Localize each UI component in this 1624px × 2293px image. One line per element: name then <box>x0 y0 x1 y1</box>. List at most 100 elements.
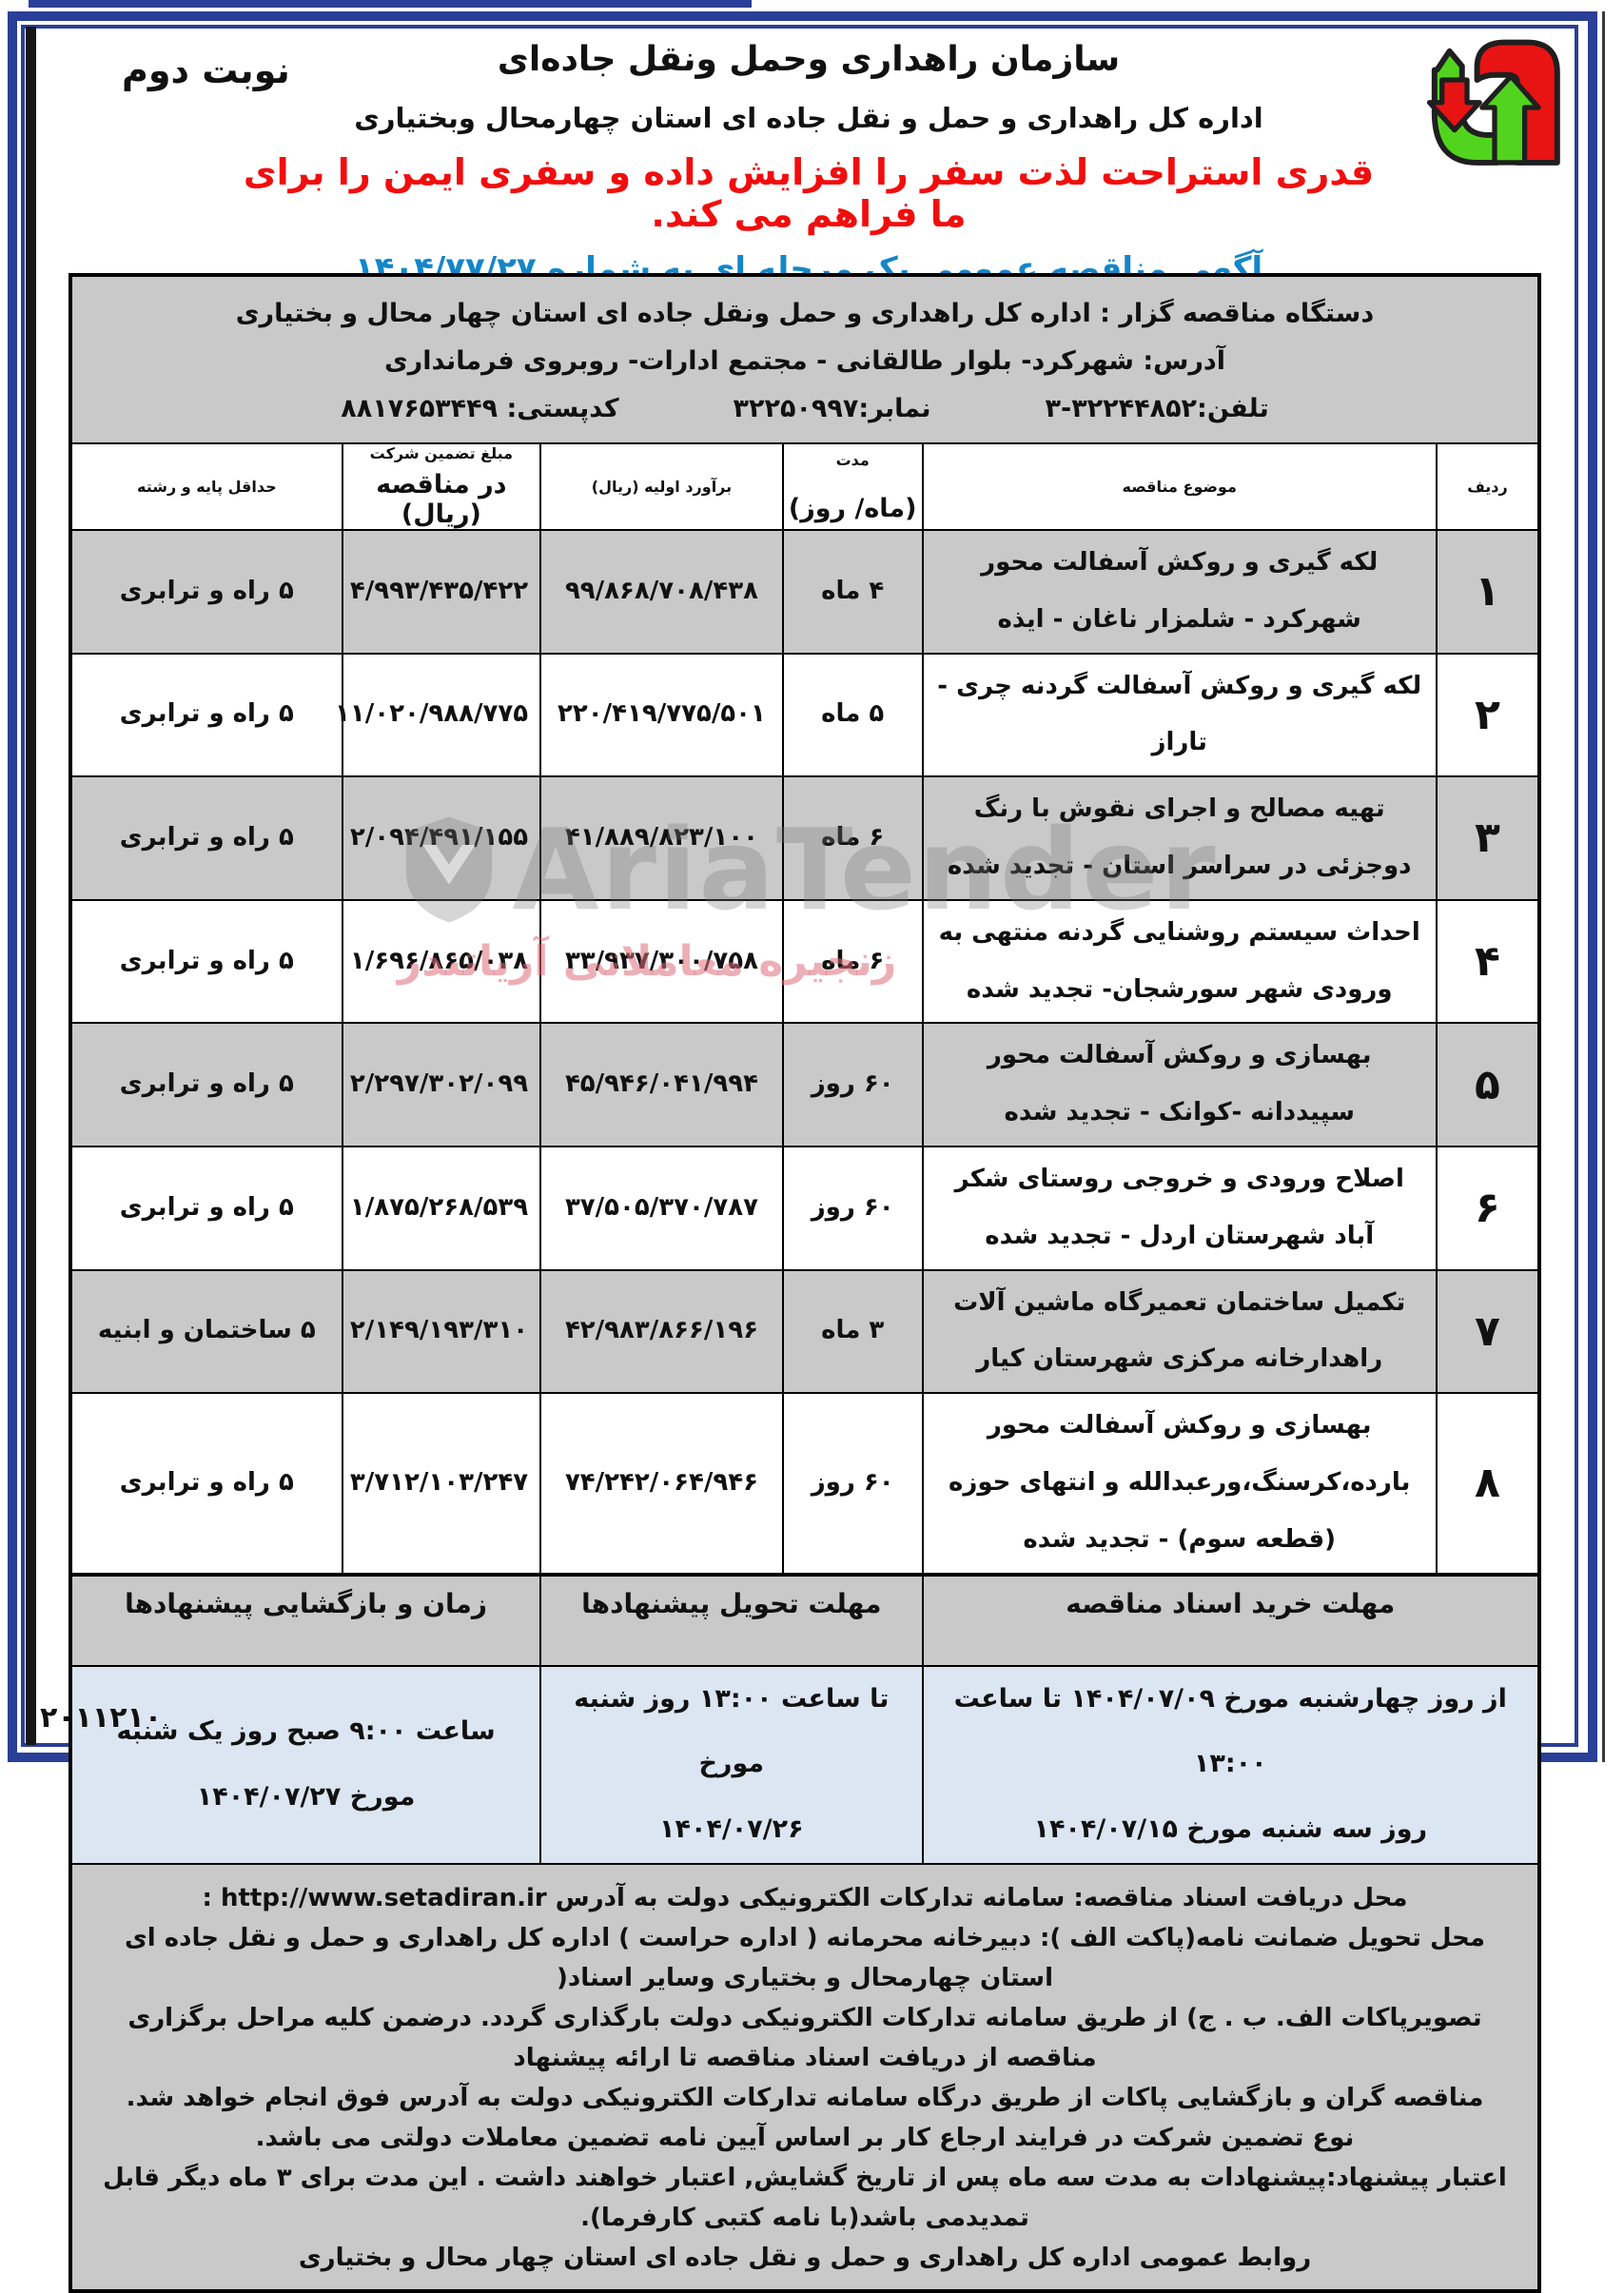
cell-estimate: ۷۴/۲۴۲/۰۶۴/۹۴۶ <box>539 1392 784 1576</box>
cell-row-number: ۷ <box>1435 1268 1541 1395</box>
note-line: تصویرپاکات الف. ب . ج) از طریق سامانه تد… <box>127 2004 1482 2073</box>
rmto-logo-icon <box>1419 36 1570 179</box>
column-header-guarantee: مبلغ تضمین شرکت در مناقصه (ریال) <box>341 442 542 531</box>
purchase-deadline-value: از روز چهارشنبه مورخ ۱۴۰۴/۰۷/۰۹ تا ساعت … <box>921 1664 1541 1866</box>
cell-base-grade: ۵ راه و ترابری <box>69 1392 343 1576</box>
cell-row-number: ۶ <box>1435 1145 1541 1271</box>
cell-row-number: ۲ <box>1435 652 1541 778</box>
table-row: ۷ تکمیل ساختمان تعمیرگاه ماشین آلات راهد… <box>69 1268 1541 1395</box>
cell-subject: تکمیل ساختمان تعمیرگاه ماشین آلات راهدار… <box>921 1268 1438 1395</box>
cell-row-number: ۵ <box>1435 1022 1541 1147</box>
cell-base-grade: ۵ راه و ترابری <box>69 1022 343 1147</box>
table-row: ۵ بهسازی و روکش آسفالت محور سپیددانه -کو… <box>69 1022 1541 1147</box>
deadlines-header-row: مهلت خرید اسناد مناقصه مهلت تحویل پیشنها… <box>68 1572 1541 1667</box>
table-row: ۳ تهیه مصالح و اجرای نقوش با رنگ دوجزئی … <box>69 775 1541 901</box>
cell-duration: ۶۰ روز <box>781 1145 924 1271</box>
agency-phone: تلفن:۳۲۲۴۴۸۵۲-۳ <box>1045 394 1269 423</box>
deadlines-value-row: از روز چهارشنبه مورخ ۱۴۰۴/۰۷/۰۹ تا ساعت … <box>68 1664 1541 1866</box>
note-line: نوع تضمین شرکت در فرایند ارجاع کار بر اس… <box>255 2124 1355 2153</box>
cell-subject: بهسازی و روکش آسفالت محور سپیددانه -کوان… <box>921 1022 1438 1147</box>
cell-guarantee: ۲/۱۴۹/۱۹۳/۳۱۰ <box>341 1268 542 1395</box>
guarantee-header-sub: در مناقصه (ریال) <box>376 470 507 529</box>
cell-estimate: ۹۹/۸۶۸/۷۰۸/۴۳۸ <box>539 529 784 655</box>
cell-subject: اصلاح ورودی و خروجی روستای شکر آباد شهرس… <box>921 1145 1438 1271</box>
cell-guarantee: ۲/۲۹۷/۳۰۲/۰۹۹ <box>341 1022 542 1147</box>
opening-time-line1: ساعت ۹:۰۰ صبح روز یک شنبه <box>116 1715 496 1746</box>
note-line: محل دریافت اسناد مناقصه: سامانه تدارکات … <box>202 1884 1408 1913</box>
table-row: ۴ احداث سیستم روشنایی گردنه منتهی به ورو… <box>69 898 1541 1025</box>
cell-duration: ۶۰ روز <box>781 1392 924 1576</box>
cell-base-grade: ۵ راه و ترابری <box>69 529 343 655</box>
cell-duration: ۶۰ روز <box>781 1022 924 1147</box>
table-header-row: ردیف موضوع مناقصه مدت (ماه/ روز) برآورد … <box>69 442 1541 531</box>
tender-document: دستگاه مناقصه گزار : اداره کل راهداری و … <box>68 273 1541 2293</box>
cell-estimate: ۴۵/۹۴۶/۰۴۱/۹۹۴ <box>539 1022 784 1147</box>
duration-header-main: مدت <box>835 450 870 469</box>
delivery-deadline-line1: تا ساعت ۱۳:۰۰ روز شنبه مورخ <box>574 1683 890 1779</box>
header-block: سازمان راهداری وحمل ونقل جاده‌ای اداره ک… <box>238 0 1379 288</box>
note-line: اعتبار پیشنهاد:پیشنهادات به مدت سه ماه پ… <box>103 2164 1507 2233</box>
agency-postal: کدپستی: ۸۸۱۷۶۵۳۴۴۹ <box>341 394 619 423</box>
top-edge-strip <box>29 0 752 8</box>
agency-info-box: دستگاه مناقصه گزار : اداره کل راهداری و … <box>69 274 1540 444</box>
cell-estimate: ۴۱/۸۸۹/۸۲۳/۱۰۰ <box>539 775 784 901</box>
right-hairline <box>1602 11 1605 1762</box>
cell-base-grade: ۵ راه و ترابری <box>69 775 343 901</box>
table-row: ۱ لکه گیری و روکش آسفالت محور شهرکرد - ش… <box>69 529 1541 655</box>
org-title: سازمان راهداری وحمل ونقل جاده‌ای <box>497 40 1121 79</box>
notes-box: محل دریافت اسناد مناقصه: سامانه تدارکات … <box>69 1863 1540 2293</box>
table-row: ۸ بهسازی و روکش آسفالت محور بارده،کرسنگ،… <box>69 1392 1541 1576</box>
cell-guarantee: ۱۱/۰۲۰/۹۸۸/۷۷۵ <box>335 652 542 778</box>
cell-subject: لکه گیری و روکش آسفالت محور شهرکرد - شلم… <box>921 529 1438 655</box>
duration-header-sub: (ماه/ روز) <box>788 493 917 523</box>
cell-duration: ۳ ماه <box>781 1268 924 1395</box>
cell-estimate: ۲۲۰/۴۱۹/۷۷۵/۵۰۱ <box>539 652 784 778</box>
opening-time-header: زمان و بازگشایی پیشنهادها <box>68 1572 542 1667</box>
cell-guarantee: ۱/۶۹۶/۸۶۵/۰۳۸ <box>341 898 542 1025</box>
note-line: محل تحویل ضمانت نامه(پاکت الف ): دبیرخان… <box>124 1924 1486 1993</box>
ad-code: ۲۰۱۱۲۱۰ <box>40 1701 163 1734</box>
cell-base-grade: ۵ راه و ترابری <box>69 898 343 1025</box>
cell-base-grade: ۵ راه و ترابری <box>69 1145 343 1271</box>
cell-row-number: ۸ <box>1435 1392 1541 1576</box>
cell-duration: ۵ ماه <box>781 652 924 778</box>
column-header-base-grade: حداقل پایه و رشته <box>69 442 343 531</box>
cell-estimate: ۴۲/۹۸۳/۸۶۶/۱۹۶ <box>539 1268 784 1395</box>
cell-subject: بهسازی و روکش آسفالت محور بارده،کرسنگ،ور… <box>921 1392 1438 1576</box>
cell-base-grade: ۵ راه و ترابری <box>69 652 343 778</box>
cell-guarantee: ۱/۸۷۵/۲۶۸/۵۳۹ <box>341 1145 542 1271</box>
column-header-subject: موضوع مناقصه <box>921 442 1438 531</box>
column-header-row-number: ردیف <box>1435 442 1541 531</box>
purchase-deadline-header: مهلت خرید اسناد مناقصه <box>921 1572 1541 1667</box>
left-black-rule <box>26 27 36 1745</box>
purchase-deadline-line2: روز سه شنبه مورخ ۱۴۰۴/۰۷/۱۵ <box>1033 1814 1428 1845</box>
cell-guarantee: ۴/۹۹۳/۴۳۵/۴۲۲ <box>341 529 542 655</box>
notes-row: محل دریافت اسناد مناقصه: سامانه تدارکات … <box>69 1863 1540 2293</box>
delivery-deadline-line2: ۱۴۰۴/۰۷/۲۶ <box>659 1814 804 1845</box>
cell-estimate: ۳۷/۵۰۵/۳۷۰/۷۸۷ <box>539 1145 784 1271</box>
opening-time-line2: مورخ ۱۴۰۴/۰۷/۲۷ <box>196 1781 416 1812</box>
opening-time-value: ساعت ۹:۰۰ صبح روز یک شنبه مورخ ۱۴۰۴/۰۷/۲… <box>68 1664 542 1866</box>
cell-subject: احداث سیستم روشنایی گردنه منتهی به ورودی… <box>921 898 1438 1025</box>
cell-estimate: ۳۳/۹۳۷/۳۰۰/۷۵۸ <box>539 898 784 1025</box>
cell-row-number: ۳ <box>1435 775 1541 901</box>
dept-title: اداره کل راهداری و حمل و نقل جاده ای است… <box>354 102 1263 134</box>
slogan-text: قدری استراحت لذت سفر را افزایش داده و سف… <box>243 151 1375 235</box>
delivery-deadline-header: مهلت تحویل پیشنهادها <box>539 1572 924 1667</box>
logo-red-down-arrow <box>1426 77 1482 133</box>
cell-row-number: ۴ <box>1435 898 1541 1025</box>
cell-subject: تهیه مصالح و اجرای نقوش با رنگ دوجزئی در… <box>921 775 1438 901</box>
agency-fax: نمابر:۳۲۲۵۰۹۹۷ <box>733 394 931 423</box>
agency-name: دستگاه مناقصه گزار : اداره کل راهداری و … <box>235 299 1375 328</box>
purchase-deadline-line1: از روز چهارشنبه مورخ ۱۴۰۴/۰۷/۰۹ تا ساعت … <box>953 1683 1507 1779</box>
cell-duration: ۶ ماه <box>781 775 924 901</box>
agency-info-row: دستگاه مناقصه گزار : اداره کل راهداری و … <box>69 274 1540 444</box>
tender-table: دستگاه مناقصه گزار : اداره کل راهداری و … <box>68 273 1541 2293</box>
cell-duration: ۶ ماه <box>781 898 924 1025</box>
note-line: روابط عمومی اداره کل راهداری و حمل و نقل… <box>298 2244 1312 2273</box>
cell-duration: ۴ ماه <box>781 529 924 655</box>
cell-guarantee: ۲/۰۹۴/۴۹۱/۱۵۵ <box>341 775 542 901</box>
column-header-duration: مدت (ماه/ روز) <box>781 442 924 531</box>
table-row: ۶ اصلاح ورودی و خروجی روستای شکر آباد شه… <box>69 1145 1541 1271</box>
delivery-deadline-value: تا ساعت ۱۳:۰۰ روز شنبه مورخ ۱۴۰۴/۰۷/۲۶ <box>539 1664 924 1866</box>
